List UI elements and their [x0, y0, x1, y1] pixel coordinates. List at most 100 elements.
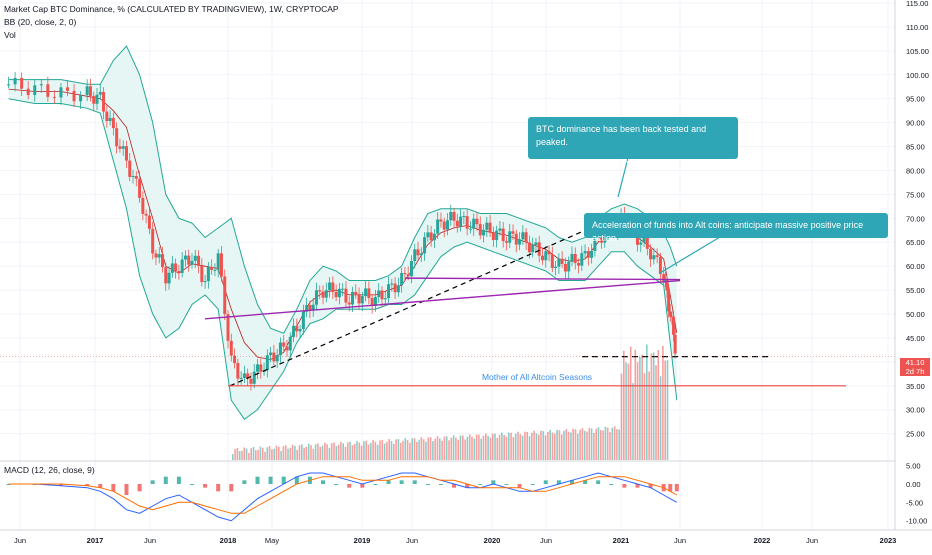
candle-body [305, 305, 309, 312]
volume-bar [268, 446, 271, 460]
candle-body [200, 266, 204, 283]
volume-bar [305, 446, 308, 460]
candle-body [485, 222, 489, 230]
candle-body [560, 258, 564, 264]
y-tick-label: 25.00 [906, 430, 925, 439]
volume-bar [462, 435, 464, 460]
callout-peak-pointer [617, 157, 629, 198]
volume-bar [372, 439, 374, 460]
volume-bar [236, 447, 239, 460]
volume-bar [314, 444, 317, 460]
volume-bar [275, 445, 278, 460]
macd-histogram-bar [268, 476, 273, 484]
macd-histogram-bar [425, 484, 430, 485]
macd-y-tick-label: -10.00 [906, 517, 927, 526]
volume-bar [616, 429, 618, 460]
volume-bar [558, 430, 561, 460]
volume-bar [579, 429, 581, 460]
volume-bar [439, 438, 441, 460]
volume-bar [489, 437, 492, 460]
candle-body [39, 84, 43, 86]
volume-bar [409, 442, 411, 460]
candle-body [180, 259, 184, 274]
candle-body [321, 291, 325, 298]
macd-histogram-bar [6, 484, 11, 485]
volume-bar [602, 430, 604, 460]
macd-histogram-bar [452, 484, 457, 488]
x-tick-label: 2017 [87, 536, 104, 545]
volume-bar [330, 443, 333, 460]
candle-body [439, 219, 443, 222]
volume-bar [540, 430, 542, 460]
y-tick-label: 110.00 [906, 23, 928, 32]
candle-body [442, 221, 446, 230]
volume-bar [386, 441, 388, 460]
volume-bar [471, 436, 473, 460]
candle-body [360, 296, 364, 304]
candle-body [85, 86, 89, 96]
candle-body [504, 241, 508, 243]
volume-bar [611, 427, 614, 460]
volume-bar [526, 431, 528, 460]
volume-bar [473, 438, 476, 460]
bb-indicator-label[interactable]: BB (20, close, 2, 0) [4, 17, 77, 27]
y-tick-label: 45.00 [906, 334, 925, 343]
candle-body [292, 325, 296, 337]
candle-body [663, 279, 667, 282]
candle-body [501, 228, 505, 242]
callout-peak-line2: Confirmation of Alt coins season Bull Ma… [536, 158, 713, 169]
volume-bar [620, 373, 623, 460]
candle-body [341, 288, 345, 290]
candle-body [593, 235, 597, 251]
candle-body [282, 342, 286, 347]
macd-histogram-bar [465, 484, 470, 488]
volume-bar [510, 432, 512, 460]
candle-body [52, 96, 56, 98]
volume-bar [404, 438, 407, 460]
y-tick-label: 30.00 [906, 406, 925, 415]
macd-indicator-label[interactable]: MACD (12, 26, close, 9) [4, 465, 95, 475]
macd-histogram-bar [216, 484, 221, 492]
callout-accel-pointer [659, 236, 721, 274]
candle-body [269, 352, 273, 356]
volume-bar [600, 430, 602, 460]
candle-body [364, 288, 368, 297]
volume-bar [629, 346, 632, 460]
candle-body [151, 228, 155, 254]
macd-histogram-bar [321, 480, 326, 484]
candle-body [33, 85, 37, 96]
volume-bar [379, 440, 381, 460]
volume-bar [531, 432, 533, 460]
volume-indicator-label[interactable]: Vol [4, 30, 16, 40]
candle-body [498, 228, 502, 231]
candle-body [670, 316, 674, 318]
candle-body [131, 175, 135, 177]
candle-body [354, 291, 358, 295]
candle-body [121, 146, 125, 149]
candle-body [239, 377, 243, 379]
volume-bar [294, 446, 296, 460]
candle-body [583, 251, 587, 254]
volume-bar [659, 376, 662, 460]
y-tick-label: 100.00 [906, 71, 929, 80]
volume-bar [416, 441, 418, 460]
volume-bar [411, 438, 413, 460]
volume-bar [349, 441, 351, 460]
x-tick-label: Jun [540, 536, 552, 545]
candle-body [511, 231, 515, 234]
volume-bar [586, 431, 588, 460]
candle-body [144, 213, 148, 216]
candle-body [187, 255, 191, 265]
candle-body [98, 91, 102, 95]
volume-bar [370, 442, 372, 460]
candle-body [403, 272, 407, 275]
candle-body [649, 248, 653, 260]
candle-body [141, 197, 145, 214]
candle-body [256, 364, 260, 372]
candle-body [324, 290, 328, 298]
candle-body [206, 266, 210, 282]
volume-bar [652, 352, 655, 460]
volume-bar [335, 446, 338, 460]
